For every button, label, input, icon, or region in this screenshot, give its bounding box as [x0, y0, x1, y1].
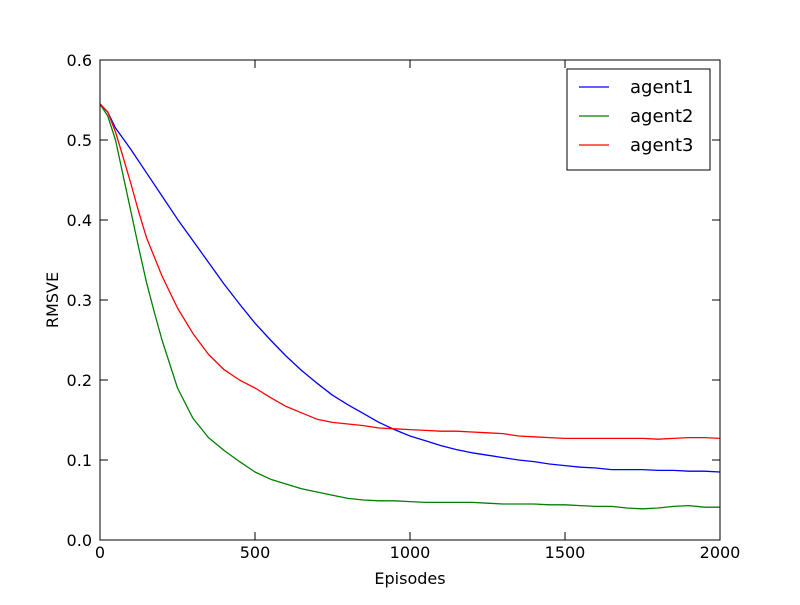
y-tick-label: 0.4 [67, 211, 92, 230]
y-tick-label: 0.5 [67, 131, 92, 150]
y-tick-label: 0.6 [67, 51, 92, 70]
y-tick-label: 0.1 [67, 451, 92, 470]
series-line-agent2 [100, 103, 720, 510]
x-axis-label: Episodes [374, 569, 445, 588]
series-line-agent1 [100, 103, 720, 473]
legend-label-agent1: agent1 [630, 77, 693, 98]
axes-layer: 0 500 1000 1500 2000 0.0 0.1 0.2 0.3 0.4 0.5 0.6 [67, 51, 741, 562]
x-tick-label: 1000 [390, 543, 431, 562]
y-tick-label: 0.3 [67, 291, 92, 310]
x-tick-label: 500 [240, 543, 271, 562]
series-line-agent3 [100, 103, 720, 440]
y-tick-label: 0.2 [67, 371, 92, 390]
y-axis-label: RMSVE [43, 272, 62, 328]
legend: agent1 agent2 agent3 [566, 68, 711, 171]
y-tick-label: 0.0 [67, 531, 92, 550]
series-layer [100, 103, 720, 510]
x-tick-label: 0 [95, 543, 105, 562]
x-tick-label: 2000 [700, 543, 741, 562]
legend-label-agent3: agent3 [630, 135, 693, 156]
legend-label-agent2: agent2 [630, 106, 693, 127]
legend-box [566, 68, 711, 171]
x-tick-label: 1500 [545, 543, 586, 562]
